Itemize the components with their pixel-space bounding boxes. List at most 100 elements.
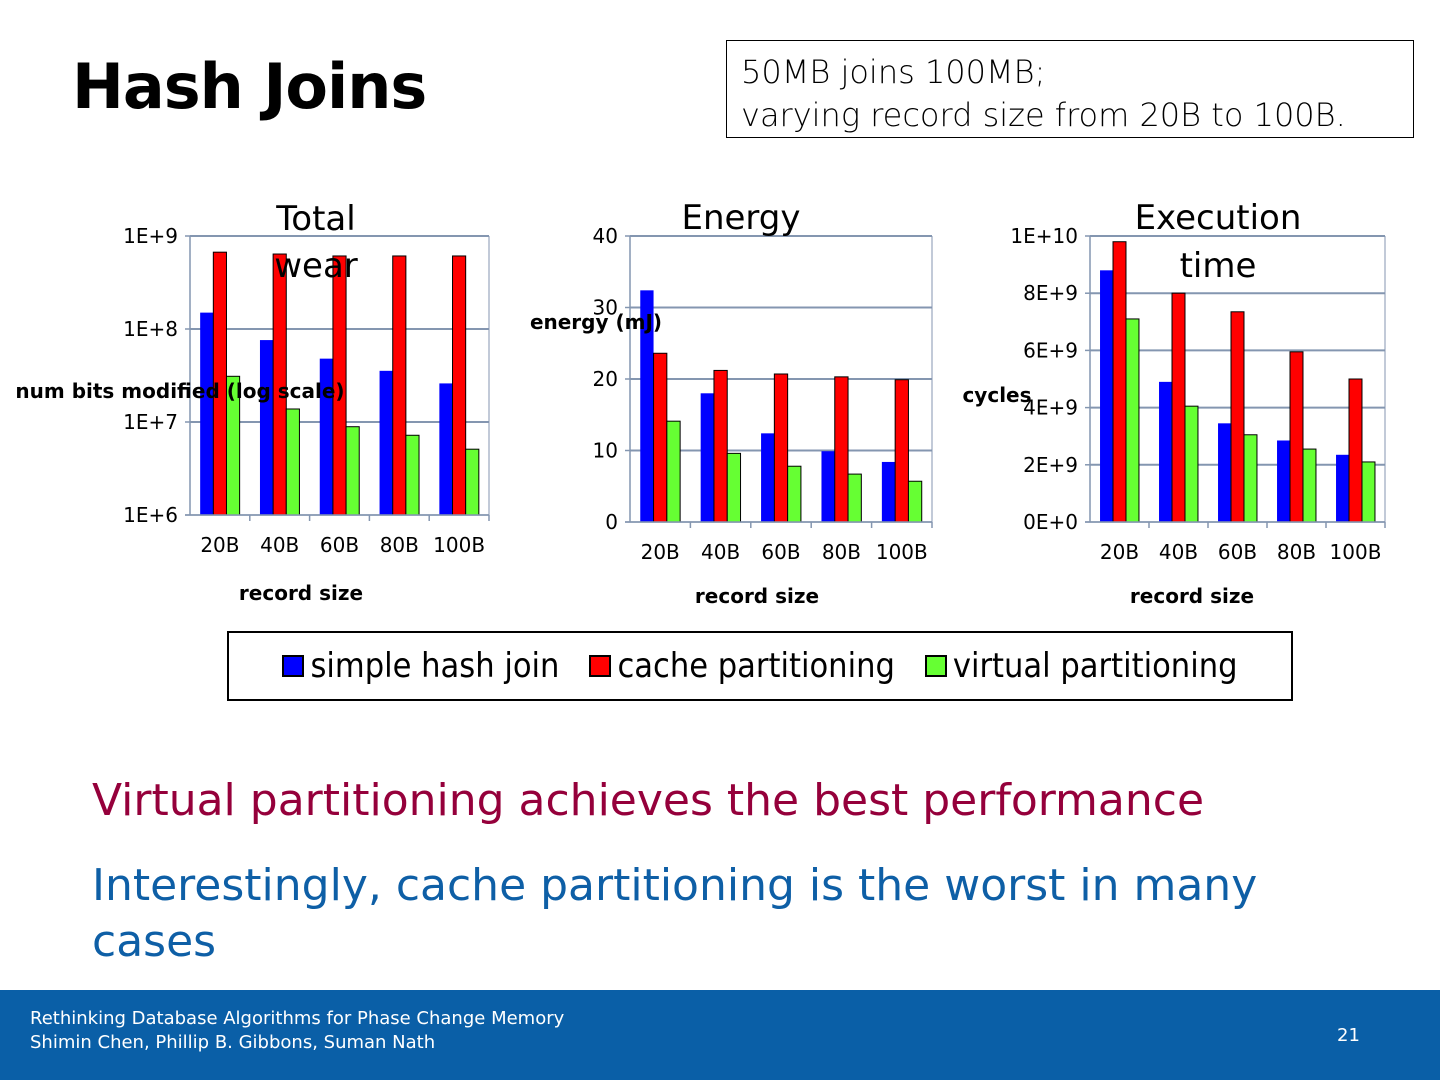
x-tick-label: 80B: [1277, 540, 1316, 564]
note-line: varying record size from 20B to 100B.: [741, 96, 1346, 134]
footer-authors: Shimin Chen, Phillip B. Gibbons, Suman N…: [30, 1032, 436, 1053]
legend-swatch-green: [924, 655, 947, 677]
x-tick-label: 20B: [200, 533, 239, 557]
x-axis-label: record size: [695, 584, 819, 608]
chart-title: Execution: [1135, 198, 1302, 238]
x-tick-label: 20B: [1100, 540, 1139, 564]
bar-simple-hash-join-100B: [439, 383, 453, 515]
slide-title: Hash Joins: [72, 50, 427, 123]
bar-virtual-partitioning-60B: [1243, 434, 1258, 523]
bar-cache-partitioning-80B: [834, 376, 849, 523]
chart-title: time: [1180, 246, 1257, 286]
y-tick-label: 8E+9: [1023, 281, 1078, 305]
bar-virtual-partitioning-40B: [1184, 405, 1199, 523]
page-number: 21: [1337, 1025, 1360, 1046]
y-tick-label: 6E+9: [1023, 338, 1078, 362]
x-tick-label: 40B: [260, 533, 299, 557]
bar-cache-partitioning-40B: [1171, 292, 1186, 523]
y-tick-label: 30: [593, 296, 618, 320]
legend-swatch-red: [589, 655, 612, 677]
chart-legend: simple hash join cache partitioning virt…: [227, 631, 1293, 701]
bar-virtual-partitioning-60B: [345, 426, 360, 516]
y-axis-label: num bits modified (log scale): [15, 379, 344, 403]
bar-simple-hash-join-100B: [881, 461, 896, 522]
x-tick-label: 80B: [822, 540, 861, 564]
bar-cache-partitioning-40B: [713, 369, 728, 523]
bar-virtual-partitioning-80B: [1302, 448, 1317, 523]
y-tick-label: 1E+8: [123, 317, 178, 341]
x-tick-label: 60B: [1218, 540, 1257, 564]
x-tick-label: 60B: [761, 540, 800, 564]
conclusion-bullet-2: Interestingly, cache partitioning is the…: [92, 860, 1258, 967]
bar-virtual-partitioning-20B: [666, 420, 681, 523]
y-tick-label: 10: [593, 439, 618, 463]
bar-virtual-partitioning-20B: [1125, 318, 1140, 523]
bar-cache-partitioning-20B: [1112, 241, 1127, 523]
bar-cache-partitioning-100B: [894, 379, 909, 523]
bar-virtual-partitioning-60B: [787, 465, 802, 523]
bar-simple-hash-join-80B: [821, 451, 835, 522]
y-tick-label: 0E+0: [1023, 510, 1078, 534]
bar-simple-hash-join-40B: [1159, 381, 1173, 522]
bar-simple-hash-join-40B: [700, 393, 714, 522]
x-axis-label: record size: [239, 581, 363, 605]
bar-simple-hash-join-20B: [1100, 270, 1114, 522]
bar-simple-hash-join-60B: [761, 433, 775, 522]
bar-virtual-partitioning-80B: [405, 434, 420, 516]
bar-simple-hash-join-60B: [319, 358, 333, 515]
legend-label: simple hash join: [310, 646, 560, 686]
legend-item-simple-hash-join: simple hash join: [282, 646, 559, 686]
y-tick-label: 40: [593, 224, 618, 248]
x-axis-label: record size: [1130, 584, 1254, 608]
x-tick-label: 80B: [380, 533, 419, 557]
y-axis-label: energy (mJ): [530, 310, 662, 334]
bar-virtual-partitioning-100B: [465, 448, 480, 516]
bar-simple-hash-join-100B: [1336, 454, 1350, 522]
bar-simple-hash-join-40B: [259, 340, 274, 515]
chart-title: Total: [275, 199, 355, 239]
y-tick-label: 1E+6: [123, 503, 178, 527]
footer-bar: Rethinking Database Algorithms for Phase…: [0, 990, 1440, 1080]
bar-simple-hash-join-80B: [379, 370, 393, 515]
y-tick-label: 2E+9: [1023, 453, 1078, 477]
y-axis-label: cycles: [962, 383, 1031, 407]
x-tick-label: 100B: [876, 540, 928, 564]
note-line: 50MB joins 100MB;: [741, 53, 1046, 91]
chart-title: Energy: [681, 198, 800, 238]
y-tick-label: 1E+10: [1010, 224, 1078, 248]
bar-virtual-partitioning-100B: [907, 480, 923, 523]
footer-paper-title: Rethinking Database Algorithms for Phase…: [30, 1008, 565, 1029]
y-tick-label: 1E+7: [123, 410, 178, 434]
x-tick-label: 100B: [1330, 540, 1382, 564]
charts-area: 1E+6 1E+7 1E+8 1E+9 20B 40B 60B 80B 100B Total wea…: [15, 198, 1386, 608]
x-tick-label: 20B: [641, 540, 680, 564]
y-tick-label: 4E+9: [1023, 396, 1078, 420]
bar-cache-partitioning-60B: [1230, 311, 1245, 523]
bar-simple-hash-join-60B: [1218, 423, 1232, 522]
legend-label: cache partitioning: [617, 646, 895, 686]
bar-simple-hash-join-20B: [200, 312, 214, 515]
conclusion-bullet-1: Virtual partitioning achieves the best p…: [92, 775, 1205, 826]
x-tick-label: 100B: [433, 533, 485, 557]
bar-cache-partitioning-100B: [1348, 378, 1363, 523]
bar-cache-partitioning-100B: [452, 255, 467, 516]
legend-swatch-blue: [282, 655, 305, 677]
legend-item-virtual-partitioning: virtual partitioning: [924, 646, 1238, 686]
bar-virtual-partitioning-80B: [847, 473, 862, 523]
bar-cache-partitioning-20B: [653, 352, 668, 523]
chart-title: wear: [274, 246, 358, 286]
bar-virtual-partitioning-100B: [1361, 461, 1376, 523]
bar-simple-hash-join-20B: [640, 290, 654, 522]
y-tick-label: 20: [593, 367, 618, 391]
bar-cache-partitioning-60B: [773, 373, 789, 523]
bar-virtual-partitioning-40B: [285, 408, 300, 516]
legend-label: virtual partitioning: [952, 646, 1238, 686]
bar-simple-hash-join-80B: [1277, 440, 1291, 522]
x-tick-label: 60B: [320, 533, 359, 557]
y-tick-label: 0: [605, 510, 618, 534]
y-tick-label: 1E+9: [123, 224, 178, 248]
x-tick-label: 40B: [1159, 540, 1198, 564]
legend-item-cache-partitioning: cache partitioning: [589, 646, 895, 686]
bar-virtual-partitioning-40B: [726, 452, 742, 523]
bar-cache-partitioning-80B: [1289, 351, 1304, 523]
